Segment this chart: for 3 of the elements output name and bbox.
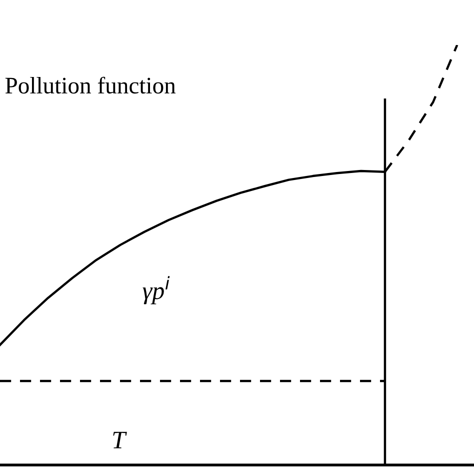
y-axis-title: Pollution function — [5, 76, 176, 94]
annotation: T — [113, 432, 127, 448]
annotation: γp$^{i}$ — [142, 276, 170, 304]
